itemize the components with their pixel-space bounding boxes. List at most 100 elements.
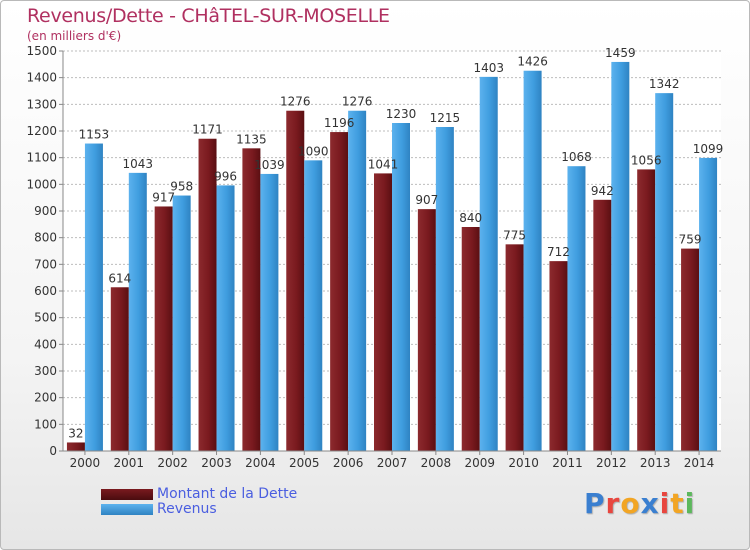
y-tick-label: 1100: [26, 151, 57, 165]
bar-dette: [242, 148, 261, 452]
logo-letter: x: [640, 487, 660, 520]
bar-dette: [505, 244, 524, 451]
bar-revenus: [128, 172, 147, 451]
chart-title: Revenus/Dette - CHâTEL-SUR-MOSELLE: [27, 5, 390, 27]
y-tick-label: 400: [34, 337, 57, 351]
bar-dette: [198, 138, 217, 451]
data-label-dette: 712: [547, 245, 570, 259]
data-label-revenus: 958: [170, 180, 193, 194]
data-label-dette: 1041: [368, 157, 399, 171]
bar-revenus: [84, 143, 103, 452]
bar-revenus: [479, 76, 498, 451]
y-tick-label: 1200: [26, 124, 57, 138]
data-label-dette: 1171: [192, 123, 223, 137]
bar-dette: [417, 209, 436, 451]
data-label-dette: 1276: [280, 95, 311, 109]
bar-revenus: [567, 166, 586, 451]
y-tick-label: 300: [34, 364, 57, 378]
y-tick-label: 900: [34, 204, 57, 218]
logo-letter: r: [605, 487, 621, 520]
data-label-revenus: 996: [214, 169, 237, 183]
bar-dette: [330, 132, 349, 452]
bar-revenus: [172, 195, 191, 451]
bar-dette: [681, 248, 700, 451]
y-tick-label: 500: [34, 311, 57, 325]
data-label-revenus: 1039: [254, 158, 285, 172]
bar-dette: [593, 199, 612, 451]
data-label-dette: 917: [152, 190, 175, 204]
bar-dette: [66, 442, 85, 451]
data-label-revenus: 1276: [342, 95, 373, 109]
data-label-dette: 775: [503, 228, 526, 242]
data-label-dette: 759: [679, 233, 702, 247]
x-tick-label: 2006: [333, 456, 364, 470]
bar-revenus: [348, 110, 367, 451]
legend-swatch-dette: [101, 489, 153, 500]
y-tick-label: 700: [34, 257, 57, 271]
data-label-dette: 1196: [324, 116, 355, 130]
logo-letter: o: [620, 487, 641, 520]
data-label-revenus: 1230: [386, 107, 417, 121]
bar-revenus: [523, 70, 542, 451]
logo-letter: P: [584, 487, 606, 520]
bar-dette: [461, 227, 480, 451]
data-label-dette: 942: [591, 184, 614, 198]
y-tick-label: 100: [34, 417, 57, 431]
data-label-revenus: 1342: [649, 77, 680, 91]
x-tick-label: 2003: [201, 456, 232, 470]
bar-dette: [110, 287, 129, 451]
bar-revenus: [435, 127, 454, 451]
x-tick-label: 2002: [157, 456, 188, 470]
x-tick-label: 2004: [245, 456, 276, 470]
data-label-revenus: 1068: [561, 150, 592, 164]
legend-label-dette: Montant de la Dette: [157, 486, 298, 502]
y-tick-label: 800: [34, 231, 57, 245]
data-label-dette: 907: [415, 193, 438, 207]
x-tick-label: 2005: [289, 456, 320, 470]
bar-dette: [637, 169, 656, 451]
data-label-revenus: 1043: [123, 157, 154, 171]
bar-revenus: [655, 93, 674, 451]
bar-dette: [374, 173, 392, 451]
y-tick-label: 1300: [26, 97, 57, 111]
x-tick-label: 2014: [684, 456, 715, 470]
data-label-revenus: 1099: [693, 142, 724, 156]
legend-swatch-revenus: [101, 504, 153, 515]
bar-dette: [286, 110, 305, 451]
x-tick-label: 2000: [70, 456, 101, 470]
data-label-dette: 32: [68, 426, 83, 440]
x-tick-label: 2011: [552, 456, 583, 470]
x-tick-label: 2007: [377, 456, 408, 470]
data-label-dette: 614: [108, 271, 131, 285]
logo-letter: t: [670, 487, 685, 520]
data-label-revenus: 1459: [605, 46, 636, 60]
x-tick-label: 2010: [508, 456, 539, 470]
bar-revenus: [260, 173, 279, 451]
data-label-revenus: 1426: [517, 55, 548, 69]
bar-dette: [549, 261, 568, 451]
x-tick-label: 2009: [464, 456, 495, 470]
y-tick-label: 1000: [26, 177, 57, 191]
x-tick-label: 2013: [640, 456, 671, 470]
x-tick-label: 2008: [421, 456, 452, 470]
y-tick-label: 200: [34, 391, 57, 405]
data-label-revenus: 1403: [473, 61, 504, 75]
logo-letter: i: [684, 487, 696, 520]
bars-layer: [66, 61, 718, 452]
axis-layer: 0 100 200 300 400 500 600 700 800 900 1000 1100 1200…: [26, 44, 721, 470]
bar-dette: [154, 206, 173, 451]
y-tick-label: 1500: [26, 44, 57, 58]
data-label-dette: 1056: [631, 153, 662, 167]
y-tick-label: 0: [49, 444, 57, 458]
data-label-revenus: 1153: [79, 128, 110, 142]
data-label-dette: 1135: [236, 132, 267, 146]
data-label-dette: 840: [459, 211, 482, 225]
proxiti-logo: Proxiti: [584, 487, 695, 520]
bar-revenus: [699, 157, 718, 451]
bar-revenus: [392, 123, 410, 451]
data-label-revenus: 1090: [298, 144, 329, 158]
y-tick-label: 1400: [26, 71, 57, 85]
